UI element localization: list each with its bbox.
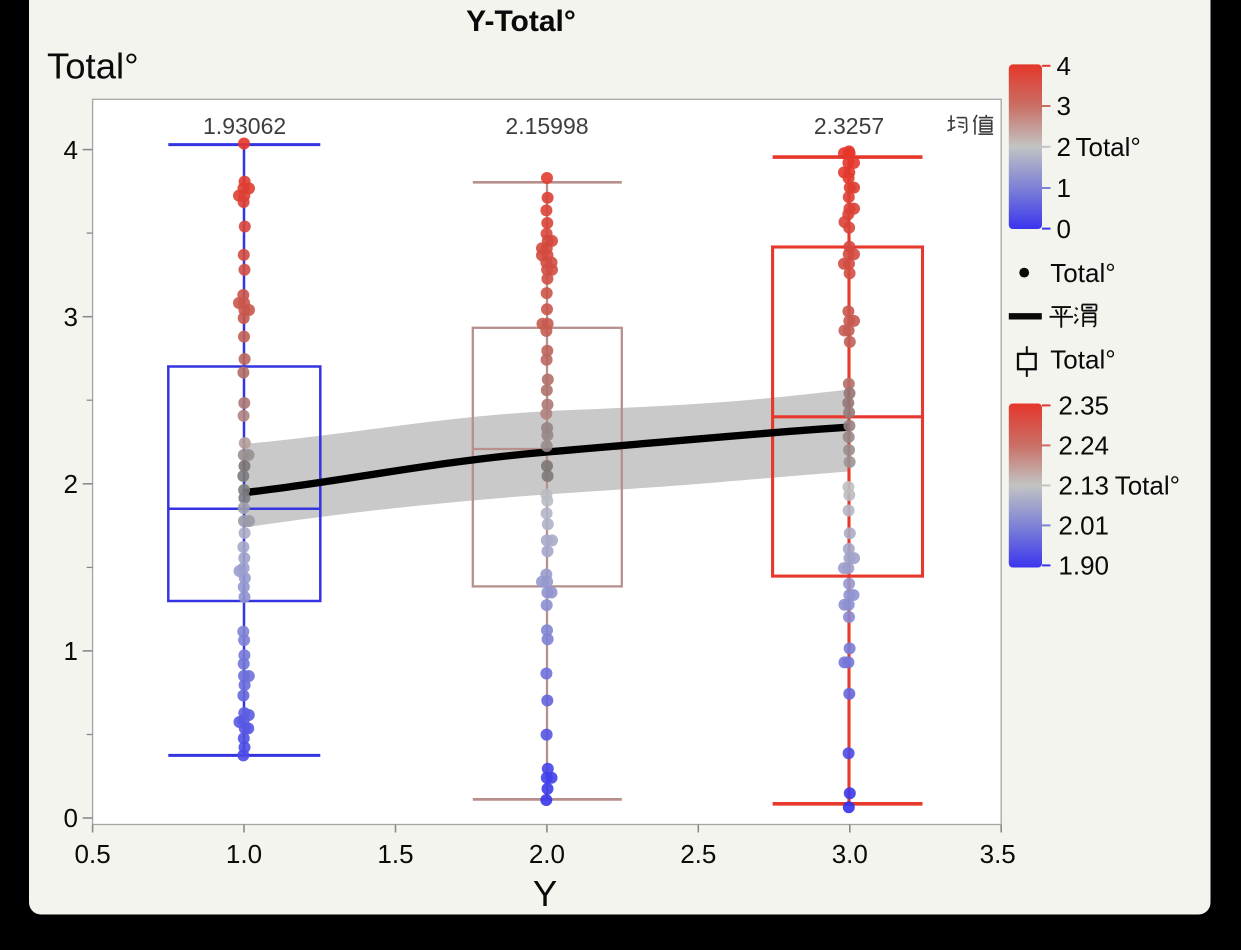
svg-text:1.90: 1.90 [1058,551,1109,581]
svg-text:Total°: Total° [1050,345,1115,375]
svg-text:1.93062: 1.93062 [203,113,286,139]
svg-text:2.13: 2.13 [1058,471,1109,501]
svg-text:Y-Total°: Y-Total° [466,5,576,38]
svg-text:2.01: 2.01 [1058,511,1109,541]
svg-text:Total°: Total° [1050,258,1115,288]
svg-text:Y: Y [533,873,557,914]
svg-text:2.15998: 2.15998 [505,113,588,139]
svg-text:0.5: 0.5 [75,839,111,869]
svg-text:3.0: 3.0 [832,839,868,869]
svg-text:Total°: Total° [47,46,139,87]
svg-text:0: 0 [1057,214,1071,244]
svg-text:2: 2 [64,469,78,499]
svg-text:2.3257: 2.3257 [814,113,884,139]
svg-text:4: 4 [1057,51,1071,81]
svg-text:1.5: 1.5 [377,839,413,869]
svg-text:1.0: 1.0 [226,839,262,869]
svg-text:Total°: Total° [1115,471,1180,501]
svg-text:1: 1 [64,636,78,666]
svg-text:Total°: Total° [1076,132,1141,162]
svg-text:0: 0 [64,803,78,833]
svg-text:4: 4 [64,135,78,165]
svg-text:3: 3 [64,302,78,332]
svg-text:2.5: 2.5 [680,839,716,869]
svg-text:2.24: 2.24 [1058,431,1109,461]
svg-text:2.0: 2.0 [529,839,565,869]
svg-text:2: 2 [1057,132,1071,162]
svg-text:3: 3 [1057,91,1071,121]
svg-text:1: 1 [1057,173,1071,203]
svg-text:2.35: 2.35 [1058,391,1109,421]
svg-text:3.5: 3.5 [980,839,1016,869]
